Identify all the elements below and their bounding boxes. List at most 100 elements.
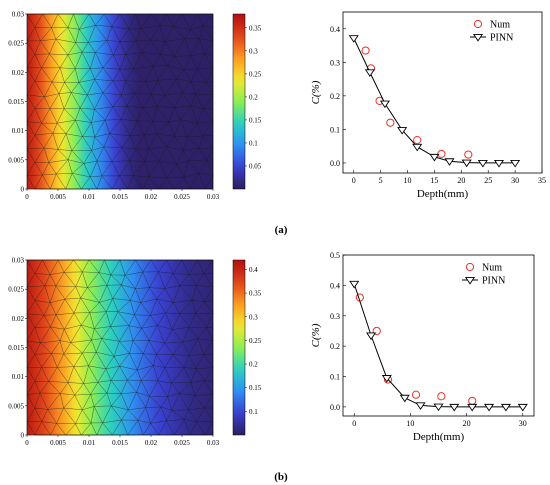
x-tick-label: 0 xyxy=(352,419,356,428)
x-tick-label: 0.02 xyxy=(145,193,158,201)
x-tick-label: 35 xyxy=(538,176,546,185)
legend-label: Num xyxy=(482,263,502,274)
data-point-pinn xyxy=(433,403,444,412)
data-point-pinn xyxy=(399,394,410,403)
y-tick-label: 0.3 xyxy=(330,312,340,321)
x-tick-label: 10 xyxy=(404,176,412,185)
y-tick-label: 0.02 xyxy=(12,315,25,323)
y-tick-label: 0.0 xyxy=(330,403,340,412)
legend-marker-triangle xyxy=(472,34,484,42)
legend-marker-circle xyxy=(465,262,475,272)
x-tick-label: 0.01 xyxy=(83,193,96,201)
data-point-pinn xyxy=(477,159,488,168)
colorbar xyxy=(232,13,246,190)
plot-frame xyxy=(342,11,543,174)
scatter-panel-a: 0 5 10 15 20 25 30 35 0.0 0.1 0.2 0.3 0.4 Depth(mm) C(… xyxy=(310,11,546,200)
x-tick-label: 30 xyxy=(519,419,527,428)
y-tick-label: 0.03 xyxy=(12,257,25,265)
x-tick-label: 0 xyxy=(25,193,29,201)
panel-label-a: (a) xyxy=(275,224,288,236)
y-tick-label: 0.025 xyxy=(8,40,24,48)
x-tick-label: 30 xyxy=(511,176,519,185)
colorbar-tick-label: 0.35 xyxy=(249,24,262,32)
x-tick-label: 0.005 xyxy=(50,193,66,201)
data-point-num xyxy=(361,46,370,55)
y-tick-label: 0.01 xyxy=(12,373,25,381)
y-tick-label: 0.2 xyxy=(330,342,340,351)
x-tick-label: 0.01 xyxy=(83,439,96,447)
y-tick-label: 0.005 xyxy=(8,156,24,164)
x-tick-label: 15 xyxy=(430,176,438,185)
y-tick-label: 0.025 xyxy=(8,286,24,294)
data-point-pinn xyxy=(493,159,505,168)
y-tick-label: 0.1 xyxy=(330,125,340,134)
data-point-num xyxy=(468,396,477,405)
legend-label: PINN xyxy=(482,276,505,287)
data-point-pinn xyxy=(510,159,521,168)
colorbar-tick-label: 0.15 xyxy=(249,384,262,392)
data-point-pinn xyxy=(412,143,423,152)
data-point-pinn xyxy=(348,35,359,43)
legend-label: Num xyxy=(490,20,510,31)
x-tick-label: 0.03 xyxy=(207,193,220,201)
y-tick-label: 0.03 xyxy=(12,11,25,19)
data-point-num xyxy=(437,392,446,401)
series-line-pinn xyxy=(353,283,523,408)
data-point-pinn xyxy=(364,69,375,77)
data-point-pinn xyxy=(467,403,478,412)
y-tick-label: 0 xyxy=(21,432,25,440)
colorbar-tick-label: 0.05 xyxy=(249,162,262,170)
data-point-pinn xyxy=(429,153,440,162)
y-tick-label: 0.4 xyxy=(330,25,340,34)
x-tick-label: 20 xyxy=(463,419,471,428)
heatmap-panel-a: 0 0.005 0.01 0.015 0.02 0.025 0.03 0 0.005 0.01 0.… xyxy=(8,11,262,202)
scatter-panel-b: 0 10 20 30 0.0 0.1 0.2 0.3 0.4 0.5 Depth(mm) C(%) Nu… xyxy=(310,251,535,443)
x-tick-label: 0.005 xyxy=(50,439,66,447)
x-axis-label: Depth(mm) xyxy=(417,188,469,200)
legend-label: PINN xyxy=(490,33,513,44)
x-tick-label: 10 xyxy=(406,419,414,428)
y-tick-label: 0.015 xyxy=(8,344,24,352)
legend-marker-circle xyxy=(473,19,483,29)
colorbar-tick-label: 0.3 xyxy=(249,313,258,321)
x-tick-label: 0.025 xyxy=(174,439,190,447)
colorbar-tick-label: 0.35 xyxy=(249,290,262,298)
data-point-num xyxy=(413,136,422,145)
data-point-num xyxy=(464,150,473,159)
y-tick-label: 0.015 xyxy=(8,98,24,106)
x-tick-label: 0.015 xyxy=(112,439,128,447)
y-tick-label: 0.5 xyxy=(330,251,340,260)
data-point-pinn xyxy=(484,403,495,412)
plot-frame xyxy=(342,254,535,417)
data-point-pinn xyxy=(517,403,528,412)
data-point-pinn xyxy=(444,158,455,166)
y-tick-label: 0.01 xyxy=(12,127,25,135)
colorbar-tick-label: 0.3 xyxy=(249,47,258,55)
x-tick-label: 0 xyxy=(25,439,29,447)
x-tick-label: 5 xyxy=(379,176,383,185)
data-point-pinn xyxy=(461,159,472,168)
colorbar-tick-label: 0.1 xyxy=(249,139,258,147)
data-point-pinn xyxy=(500,403,511,412)
legend-marker-triangle xyxy=(464,277,476,285)
data-point-num xyxy=(372,326,381,336)
colorbar-tick-label: 0.4 xyxy=(249,266,258,274)
data-point-pinn xyxy=(379,100,390,109)
y-tick-label: 0.3 xyxy=(330,58,340,67)
y-tick-label: 0.2 xyxy=(330,92,340,101)
x-tick-label: 0 xyxy=(352,176,356,185)
x-tick-label: 0.025 xyxy=(174,193,190,201)
y-tick-label: 0.005 xyxy=(8,402,24,410)
y-axis-label: C(%) xyxy=(310,323,322,347)
panel-label-b: (b) xyxy=(274,471,288,483)
data-point-num xyxy=(411,390,421,399)
x-tick-label: 20 xyxy=(457,176,465,185)
data-point-pinn xyxy=(349,280,360,289)
data-point-pinn xyxy=(415,402,426,410)
x-tick-label: 0.02 xyxy=(145,439,158,447)
x-tick-label: 25 xyxy=(484,176,492,185)
data-point-pinn xyxy=(381,375,392,383)
colorbar-tick-label: 0.25 xyxy=(249,70,262,78)
data-point-pinn xyxy=(397,127,408,135)
